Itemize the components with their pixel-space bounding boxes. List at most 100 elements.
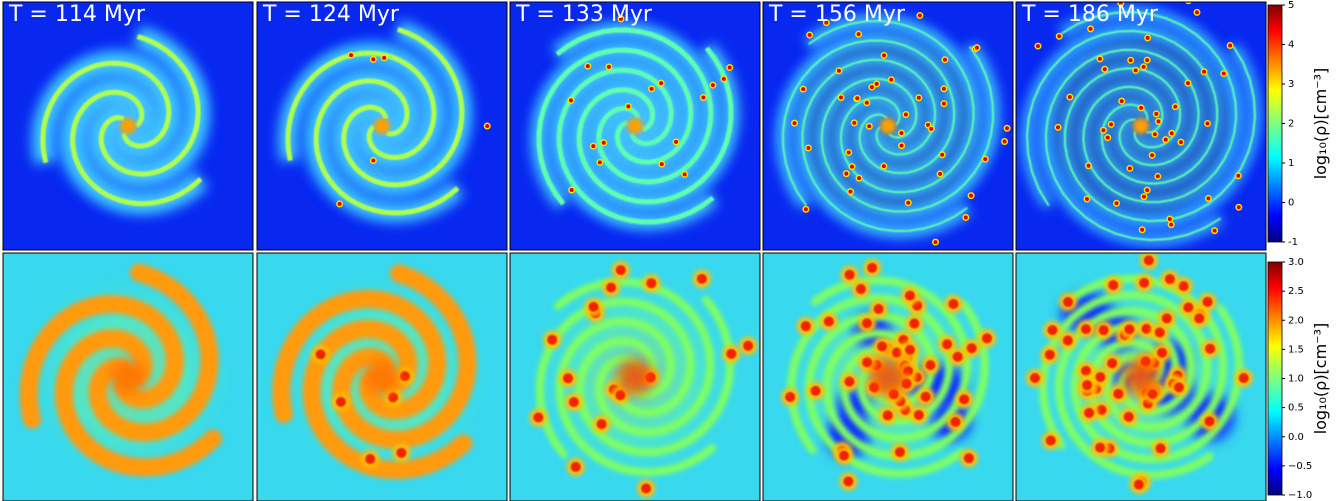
clump xyxy=(882,53,887,58)
clump xyxy=(1095,372,1106,383)
clump xyxy=(388,392,399,403)
clump xyxy=(963,215,968,220)
clump xyxy=(563,373,574,384)
colorbar xyxy=(1267,261,1283,496)
clump xyxy=(926,123,931,128)
clump xyxy=(1133,479,1144,490)
panel-frame xyxy=(256,1,508,251)
clump xyxy=(1102,67,1107,72)
panel-frame xyxy=(509,1,761,251)
clump xyxy=(904,290,915,301)
clump xyxy=(941,101,946,106)
clump xyxy=(1044,349,1055,360)
clump xyxy=(1204,416,1215,427)
clump xyxy=(615,265,626,276)
clump xyxy=(726,348,737,359)
clump xyxy=(1030,373,1041,384)
clump xyxy=(626,104,631,109)
clump xyxy=(1164,274,1175,285)
clump xyxy=(1212,228,1217,233)
clump xyxy=(1167,216,1172,221)
panel xyxy=(257,253,507,501)
colorbar-tick-label: 0.0 xyxy=(1288,432,1304,443)
clump xyxy=(1205,343,1216,354)
colorbar-tick-label: 3.0 xyxy=(1288,257,1304,268)
clump xyxy=(727,65,732,70)
clump xyxy=(1088,26,1093,31)
clump xyxy=(1178,140,1183,145)
clump xyxy=(1133,68,1138,73)
clump xyxy=(1206,196,1211,201)
clump xyxy=(1063,297,1074,308)
clump xyxy=(597,160,602,165)
clump xyxy=(399,371,410,382)
clump xyxy=(920,391,931,402)
clump xyxy=(1169,222,1174,227)
clump xyxy=(823,316,834,327)
clump xyxy=(585,64,590,69)
panel xyxy=(257,2,507,250)
colorbar-tick-label: 1.0 xyxy=(1288,374,1304,385)
clump xyxy=(1228,43,1233,48)
clump xyxy=(365,454,376,465)
clump xyxy=(1119,99,1124,104)
clump xyxy=(850,164,855,169)
clump xyxy=(1194,313,1205,324)
clump xyxy=(855,96,860,101)
clump xyxy=(1154,111,1159,116)
clump xyxy=(1202,296,1213,307)
panel-frame xyxy=(2,1,254,251)
colorbar-tick-label: -1 xyxy=(1288,237,1298,248)
arm xyxy=(1063,45,1257,223)
clump xyxy=(913,410,924,421)
clump xyxy=(906,200,911,205)
clump xyxy=(1139,105,1144,110)
clump xyxy=(952,351,963,362)
clump xyxy=(1082,380,1093,391)
clump xyxy=(710,83,715,88)
clump xyxy=(852,120,857,125)
clump xyxy=(1143,255,1154,266)
arm xyxy=(555,27,714,185)
clump xyxy=(1107,358,1118,369)
clump xyxy=(861,318,872,329)
clump xyxy=(839,95,844,100)
clump xyxy=(371,158,376,163)
arm xyxy=(820,46,995,213)
clump xyxy=(1194,10,1199,15)
colorbar-tick-label: 1.5 xyxy=(1288,344,1304,355)
panel-title: T = 133 Myr xyxy=(515,2,653,27)
panel xyxy=(763,253,1013,501)
clump xyxy=(844,171,849,176)
clump xyxy=(615,390,626,401)
clump xyxy=(1145,58,1150,63)
clump xyxy=(873,304,884,315)
clump xyxy=(925,360,936,371)
clump xyxy=(1067,95,1072,100)
clump xyxy=(844,269,855,280)
clump xyxy=(1145,188,1150,193)
panel-title: T = 186 Myr xyxy=(1021,2,1159,27)
arm xyxy=(272,289,447,424)
arm xyxy=(98,34,201,177)
clump xyxy=(891,347,902,358)
clump xyxy=(966,343,977,354)
clump xyxy=(1173,382,1184,393)
core xyxy=(1123,359,1159,395)
clump xyxy=(568,397,579,408)
clump xyxy=(904,344,915,355)
clump xyxy=(1081,365,1092,376)
clump xyxy=(869,85,874,90)
clump xyxy=(843,476,854,487)
arm xyxy=(54,329,222,477)
clump xyxy=(1084,407,1095,418)
core xyxy=(617,359,653,395)
clump xyxy=(1098,325,1109,336)
colorbar-tick-label: 1 xyxy=(1288,158,1294,169)
clump xyxy=(337,201,342,206)
clump xyxy=(1236,173,1241,178)
clump xyxy=(856,32,861,37)
clump xyxy=(1205,121,1210,126)
clump xyxy=(916,95,921,100)
clump xyxy=(933,240,938,245)
